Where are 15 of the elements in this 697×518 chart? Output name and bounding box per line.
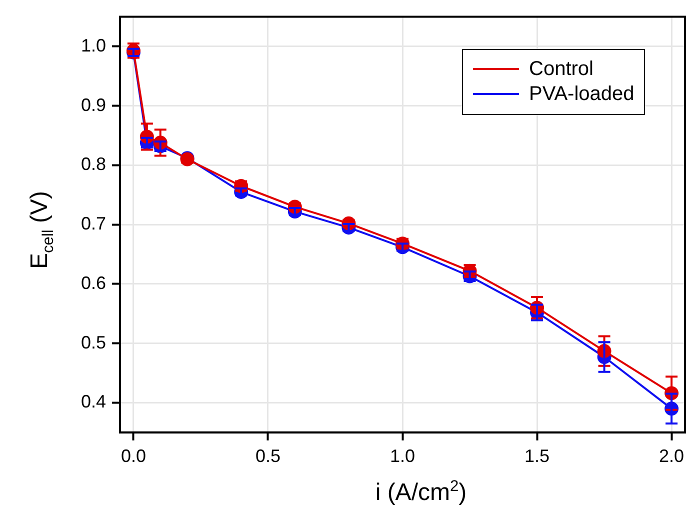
legend-label: PVA-loaded xyxy=(529,82,634,106)
y-tick-label: 0.5 xyxy=(80,332,106,352)
y-tick-label: 0.6 xyxy=(80,272,106,293)
y-tick-label: 0.8 xyxy=(80,154,106,174)
y-tick-label: 1.0 xyxy=(80,35,106,56)
x-tick-label: 1.0 xyxy=(390,446,416,466)
y-tick-label: 0.4 xyxy=(80,392,106,412)
x-tick-label: 0.0 xyxy=(120,446,146,466)
y-tick-label: 0.7 xyxy=(80,214,106,234)
x-tick-label: 0.5 xyxy=(255,446,281,466)
y-tick-label: 0.9 xyxy=(80,94,106,115)
x-tick-label: 1.5 xyxy=(524,446,550,466)
x-tick-label: 2.0 xyxy=(659,446,684,466)
legend-label: Control xyxy=(529,58,594,81)
x-axis-title: i (A/cm$^{2}$) xyxy=(374,478,468,507)
